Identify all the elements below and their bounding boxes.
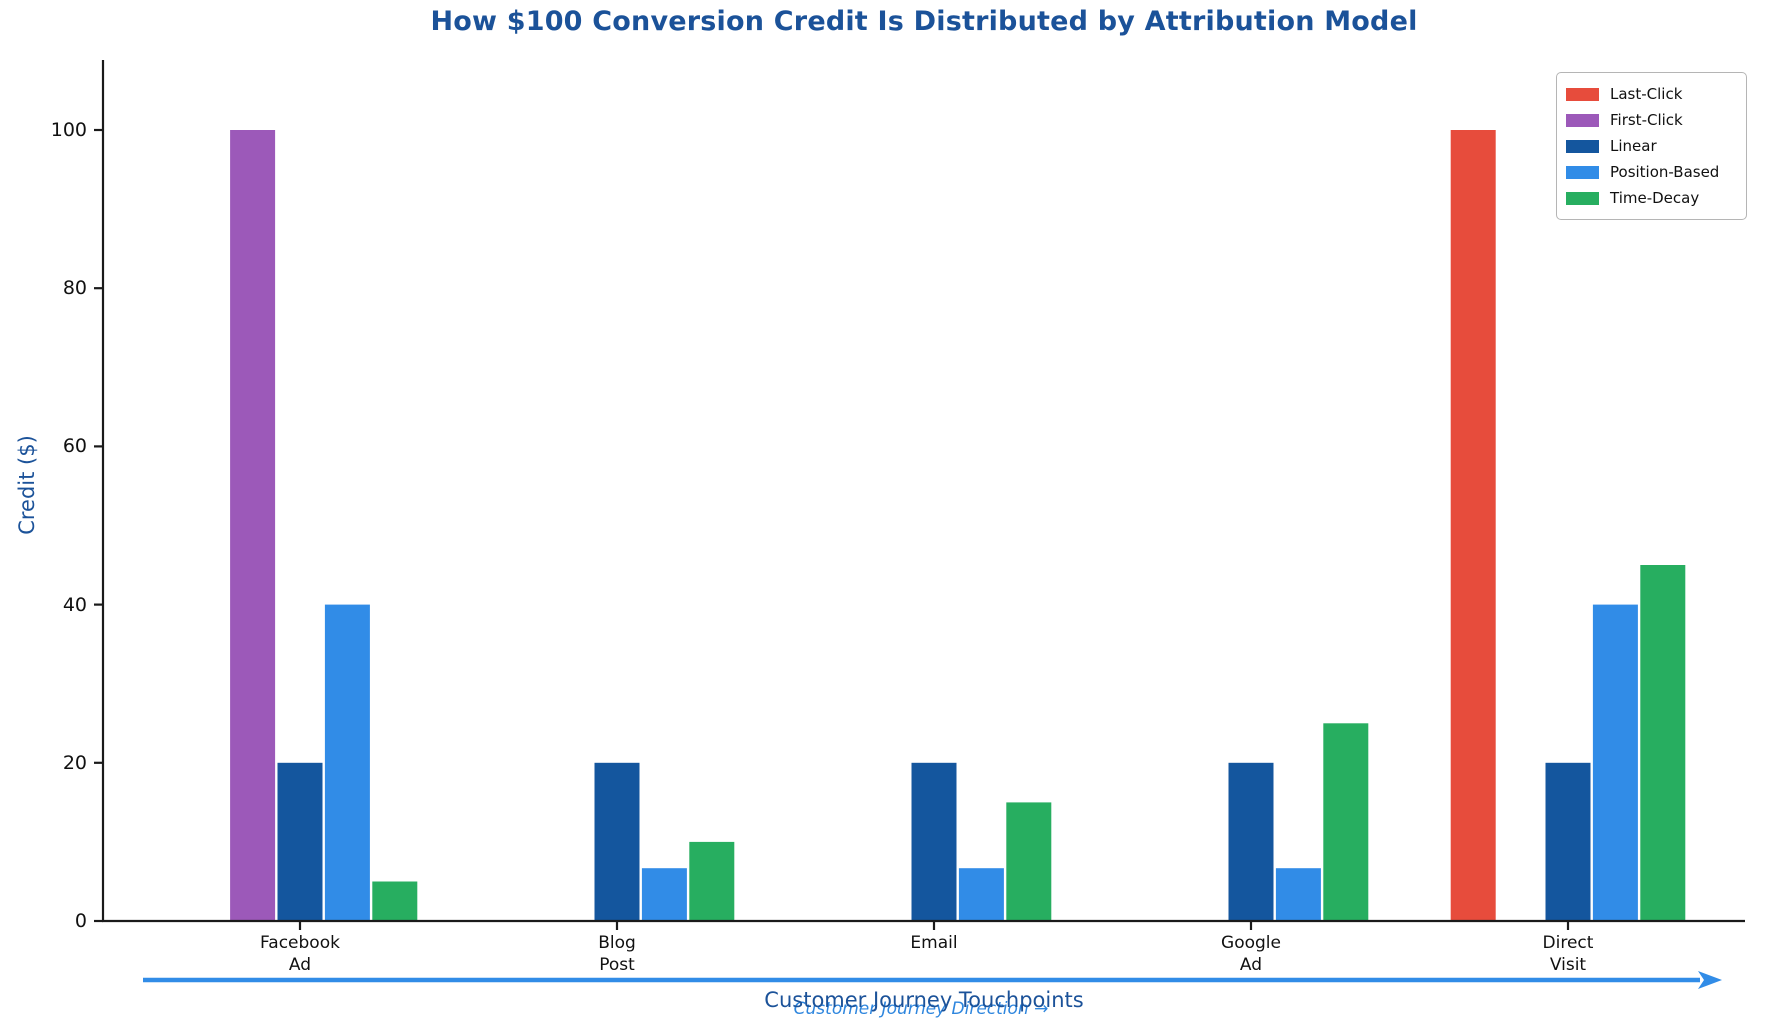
legend: Last-Click First-Click Linear Position-Base…	[1556, 72, 1747, 220]
legend-swatch-first-click-icon	[1566, 113, 1599, 127]
y-tick-label: 80	[62, 277, 87, 300]
legend-item-first-click: First-Click	[1566, 107, 1736, 133]
y-tick-label: 100	[50, 119, 87, 141]
legend-item-time-decay: Time-Decay	[1566, 185, 1736, 211]
legend-swatch-linear-icon	[1566, 139, 1599, 153]
bar-position-based-google-ad	[1275, 868, 1321, 921]
bar-position-based-blog-post	[641, 868, 687, 921]
bar-linear-email	[911, 762, 957, 921]
journey-arrow-head-icon	[1698, 971, 1722, 989]
legend-item-last-click: Last-Click	[1566, 81, 1736, 107]
legend-label: Last-Click	[1610, 85, 1683, 103]
legend-swatch-time-decay-icon	[1566, 191, 1599, 205]
x-tick-label-google-ad: Google Ad	[1221, 933, 1281, 975]
x-tick-label-email: Email	[910, 933, 958, 953]
bar-linear-facebook-ad	[277, 762, 323, 921]
legend-label: First-Click	[1610, 111, 1683, 129]
legend-item-position-based: Position-Based	[1566, 159, 1736, 185]
x-tick-label-blog-post: Blog Post	[598, 933, 636, 975]
x-tick-label-facebook-ad: Facebook Ad	[260, 933, 340, 975]
legend-label: Linear	[1610, 137, 1657, 155]
x-tick-label-direct-visit: Direct Visit	[1542, 933, 1594, 975]
journey-direction-annotation: Customer Journey Direction →	[793, 999, 1049, 1019]
bar-time-decay-direct-visit	[1640, 565, 1686, 921]
bar-time-decay-email	[1006, 802, 1052, 922]
bar-linear-blog-post	[594, 762, 640, 921]
legend-swatch-position-based-icon	[1566, 165, 1599, 179]
legend-label: Time-Decay	[1610, 189, 1700, 207]
bar-position-based-email	[958, 868, 1004, 921]
bar-linear-google-ad	[1228, 762, 1274, 921]
y-tick-label: 60	[62, 435, 87, 458]
x-axis-label: Customer Journey Touchpoints	[764, 988, 1084, 1012]
y-tick-label: 20	[62, 751, 87, 774]
bar-last-click-direct-visit	[1450, 130, 1496, 921]
bar-first-click-facebook-ad	[230, 130, 276, 921]
bar-time-decay-google-ad	[1323, 723, 1369, 922]
legend-swatch-last-click-icon	[1566, 87, 1599, 101]
legend-label: Position-Based	[1610, 163, 1720, 181]
legend-item-linear: Linear	[1566, 133, 1736, 159]
bar-position-based-direct-visit	[1592, 604, 1638, 921]
bar-time-decay-facebook-ad	[372, 881, 418, 921]
bar-time-decay-blog-post	[689, 841, 735, 921]
bar-position-based-facebook-ad	[324, 604, 370, 921]
chart-title: How $100 Conversion Credit Is Distribute…	[430, 6, 1418, 37]
y-tick-label: 40	[62, 593, 87, 616]
bar-linear-direct-visit	[1545, 762, 1591, 921]
y-tick-label: 0	[74, 910, 87, 932]
